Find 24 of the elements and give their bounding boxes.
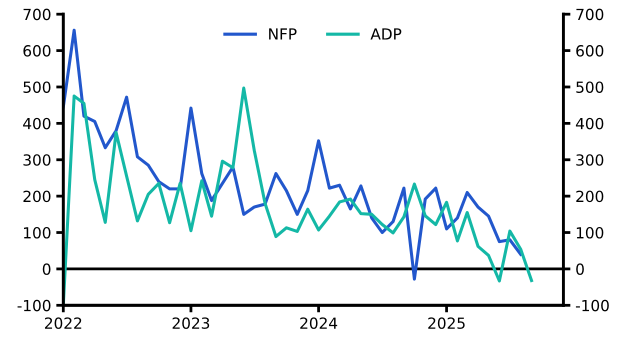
y2-tick-label: -100 <box>576 300 609 312</box>
y-tick-label: 0 <box>42 263 50 275</box>
y2-tick-label: 0 <box>576 263 584 275</box>
y2-tick-label: 600 <box>576 45 604 57</box>
legend-label: NFP <box>269 28 297 40</box>
y2-tick-label: 700 <box>576 8 604 20</box>
y-tick-label: -100 <box>18 300 50 312</box>
y-tick-label: 500 <box>24 81 50 93</box>
y-tick-label: 400 <box>23 118 50 130</box>
y2-tick-label: 300 <box>576 154 604 166</box>
x-tick-label: 2024 <box>300 317 338 329</box>
x-tick-label: 2022 <box>44 317 82 329</box>
y-tick-label: 600 <box>23 45 50 57</box>
y-tick-label: 200 <box>23 190 50 202</box>
x-tick-label: 2025 <box>428 317 465 329</box>
y2-tick-label: 400 <box>576 118 604 130</box>
x-tick-label: 2023 <box>172 317 210 329</box>
y2-tick-label: 100 <box>576 226 604 239</box>
y-tick-label: 700 <box>24 8 50 20</box>
legend-label: ADP <box>370 28 402 40</box>
y-tick-label: 300 <box>24 154 50 166</box>
y2-tick-label: 500 <box>576 81 604 93</box>
y-tick-label: 100 <box>24 226 50 239</box>
y2-tick-label: 200 <box>576 190 604 202</box>
